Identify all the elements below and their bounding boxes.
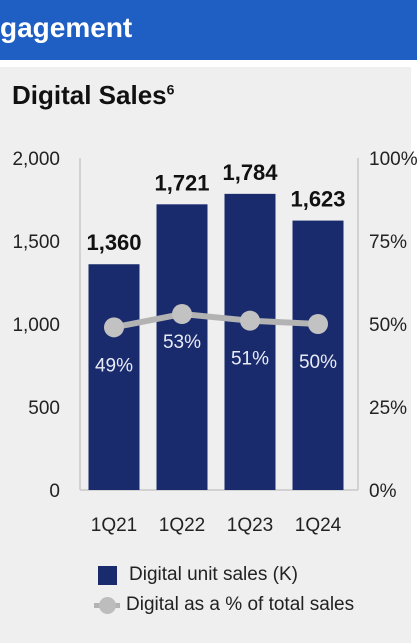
y-right-tick-label: 50% bbox=[369, 315, 407, 336]
x-tick-label: 1Q21 bbox=[91, 515, 137, 536]
x-tick-label: 1Q22 bbox=[159, 515, 205, 536]
pct-point-1q21 bbox=[104, 317, 124, 338]
y-left-tick-label: 1,000 bbox=[12, 315, 60, 336]
y-left-tick-label: 1,500 bbox=[12, 232, 60, 253]
y-right-tick-label: 25% bbox=[369, 398, 407, 419]
pct-value-label: 49% bbox=[95, 355, 133, 376]
legend-line-label: Digital as a % of total sales bbox=[126, 594, 355, 615]
pct-series-line bbox=[111, 311, 321, 331]
chart-title-text: Digital Sales bbox=[12, 80, 167, 110]
bar-value-label: 1,360 bbox=[86, 230, 141, 255]
y-right-tick-label: 100% bbox=[369, 149, 417, 170]
x-tick-label: 1Q23 bbox=[227, 515, 273, 536]
legend-bar-label: Digital unit sales (K) bbox=[129, 564, 298, 585]
pct-value-label: 53% bbox=[163, 332, 201, 353]
legend-item-bar: Digital unit sales (K) bbox=[98, 560, 354, 590]
bar-1q24 bbox=[292, 220, 344, 490]
pct-value-label: 50% bbox=[299, 352, 337, 373]
bar-value-label: 1,784 bbox=[222, 160, 278, 185]
y-left-tick-label: 500 bbox=[28, 398, 60, 419]
y-right-tick-label: 0% bbox=[369, 481, 397, 502]
y-left-tick-label: 0 bbox=[49, 481, 60, 502]
bar-1q21 bbox=[88, 264, 140, 490]
legend: Digital unit sales (K) Digital as a % of… bbox=[94, 560, 355, 620]
pct-value-label: 51% bbox=[231, 349, 269, 370]
chart-title: Digital Sales6 bbox=[12, 80, 174, 111]
legend-item-line: Digital as a % of total sales bbox=[94, 590, 355, 620]
header-title: gagement bbox=[0, 12, 133, 43]
chart-title-footnote: 6 bbox=[166, 81, 175, 98]
bar-1q23 bbox=[224, 193, 276, 490]
bar-value-label: 1,721 bbox=[154, 170, 209, 195]
bar-1q22 bbox=[156, 204, 208, 490]
pct-point-1q24 bbox=[308, 314, 328, 334]
x-tick-label: 1Q24 bbox=[295, 515, 342, 536]
legend-bar-swatch bbox=[98, 565, 117, 585]
bar-value-label: 1,623 bbox=[290, 187, 345, 212]
pct-point-1q23 bbox=[240, 310, 260, 331]
legend-line-swatch bbox=[94, 596, 120, 615]
y-left-tick-label: 2,000 bbox=[12, 149, 60, 170]
header-band bbox=[0, 0, 417, 60]
y-right-tick-label: 75% bbox=[369, 232, 407, 253]
pct-point-1q22 bbox=[172, 304, 192, 325]
